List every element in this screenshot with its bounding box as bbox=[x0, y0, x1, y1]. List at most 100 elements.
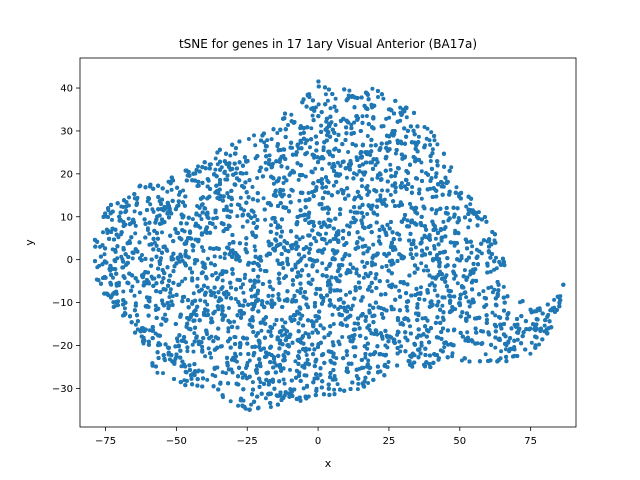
scatter-point bbox=[366, 381, 371, 385]
scatter-point bbox=[411, 238, 416, 243]
scatter-point bbox=[331, 322, 336, 326]
scatter-point bbox=[352, 321, 357, 326]
scatter-point bbox=[462, 268, 467, 273]
scatter-point bbox=[227, 224, 232, 229]
scatter-point bbox=[419, 160, 424, 165]
scatter-point bbox=[126, 216, 131, 221]
scatter-point bbox=[307, 347, 312, 352]
scatter-point bbox=[111, 305, 116, 309]
scatter-point bbox=[364, 114, 369, 118]
scatter-point bbox=[250, 185, 255, 189]
scatter-point bbox=[360, 259, 365, 264]
scatter-point bbox=[228, 153, 233, 158]
scatter-point bbox=[258, 267, 263, 272]
scatter-point bbox=[365, 134, 370, 138]
scatter-point bbox=[357, 235, 362, 240]
scatter-point bbox=[293, 359, 298, 364]
scatter-point bbox=[490, 310, 495, 315]
scatter-point bbox=[130, 256, 135, 261]
scatter-point bbox=[326, 211, 330, 216]
scatter-point bbox=[360, 184, 364, 189]
scatter-point bbox=[373, 262, 378, 267]
scatter-point bbox=[286, 123, 290, 127]
scatter-point bbox=[298, 131, 303, 136]
scatter-point bbox=[476, 210, 481, 215]
scatter-point bbox=[330, 340, 335, 345]
scatter-point bbox=[233, 335, 238, 340]
scatter-point bbox=[494, 255, 498, 260]
scatter-point bbox=[161, 371, 165, 376]
scatter-point bbox=[145, 228, 150, 232]
scatter-point bbox=[537, 342, 541, 347]
scatter-point bbox=[281, 181, 286, 185]
scatter-point bbox=[206, 256, 210, 261]
scatter-point bbox=[205, 302, 210, 307]
scatter-point bbox=[344, 175, 349, 180]
scatter-point bbox=[270, 161, 275, 166]
scatter-point bbox=[399, 181, 404, 185]
scatter-point bbox=[198, 298, 203, 303]
scatter-point bbox=[332, 387, 337, 392]
scatter-point bbox=[229, 203, 234, 207]
scatter-point bbox=[216, 275, 220, 280]
scatter-point bbox=[191, 248, 196, 253]
scatter-point bbox=[265, 138, 270, 143]
scatter-point bbox=[333, 96, 338, 101]
scatter-point bbox=[467, 304, 472, 309]
scatter-point bbox=[468, 202, 473, 207]
scatter-point bbox=[449, 165, 454, 170]
scatter-point bbox=[150, 207, 155, 212]
scatter-point bbox=[263, 396, 268, 401]
scatter-point bbox=[220, 370, 225, 375]
scatter-point bbox=[425, 126, 430, 131]
scatter-point bbox=[464, 204, 469, 209]
scatter-point bbox=[277, 176, 282, 181]
scatter-point bbox=[328, 106, 333, 111]
scatter-point bbox=[422, 125, 427, 129]
scatter-point bbox=[127, 195, 131, 200]
scatter-point bbox=[348, 209, 353, 214]
scatter-point bbox=[314, 318, 319, 323]
scatter-point bbox=[271, 181, 276, 186]
scatter-point bbox=[235, 202, 240, 207]
scatter-point bbox=[348, 262, 353, 267]
scatter-point bbox=[196, 183, 201, 188]
scatter-point bbox=[465, 330, 470, 335]
scatter-point bbox=[121, 289, 126, 294]
scatter-point bbox=[238, 352, 243, 356]
scatter-point bbox=[419, 285, 423, 290]
scatter-point bbox=[419, 196, 424, 201]
scatter-point bbox=[288, 367, 292, 372]
scatter-point bbox=[483, 352, 488, 357]
scatter-point bbox=[421, 268, 426, 273]
scatter-point bbox=[183, 276, 188, 281]
scatter-point bbox=[357, 273, 362, 278]
scatter-point bbox=[249, 294, 254, 299]
scatter-point bbox=[252, 133, 256, 138]
scatter-point bbox=[253, 143, 258, 148]
scatter-point bbox=[101, 230, 105, 235]
scatter-point bbox=[493, 345, 498, 350]
scatter-point bbox=[529, 340, 534, 345]
scatter-point bbox=[190, 217, 195, 222]
scatter-point bbox=[180, 279, 185, 284]
scatter-point bbox=[215, 162, 220, 167]
scatter-point bbox=[469, 250, 474, 255]
scatter-point bbox=[323, 92, 328, 97]
scatter-point bbox=[307, 250, 311, 255]
scatter-point bbox=[135, 279, 140, 284]
scatter-point bbox=[335, 249, 340, 254]
scatter-point bbox=[269, 137, 274, 142]
scatter-point bbox=[195, 276, 200, 281]
scatter-point bbox=[363, 336, 368, 341]
scatter-point bbox=[340, 263, 345, 268]
scatter-point bbox=[361, 275, 366, 280]
scatter-point bbox=[319, 123, 324, 128]
scatter-point bbox=[427, 283, 432, 288]
scatter-point bbox=[398, 105, 403, 110]
scatter-point bbox=[137, 290, 142, 295]
scatter-point bbox=[235, 214, 240, 219]
scatter-point bbox=[304, 263, 309, 268]
scatter-point bbox=[233, 297, 238, 301]
